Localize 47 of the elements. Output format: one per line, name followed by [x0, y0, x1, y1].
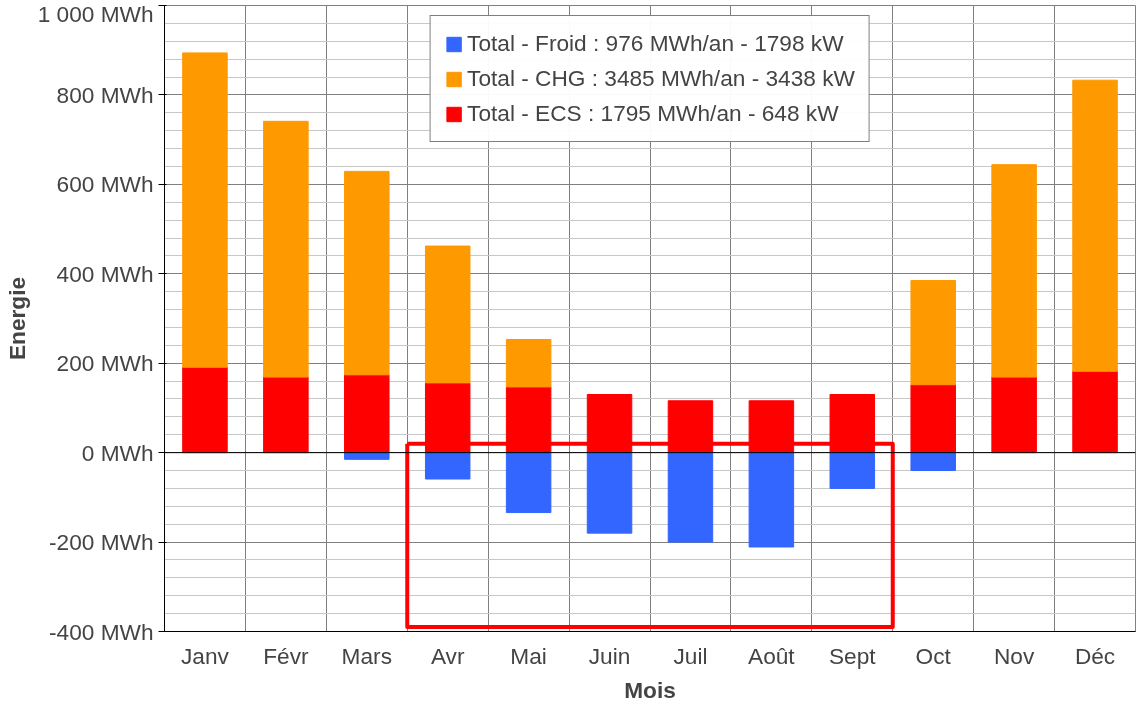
bar — [182, 52, 228, 368]
bar — [344, 170, 390, 376]
bar — [748, 452, 795, 548]
legend-label: Total - CHG : 3485 MWh/an - 3438 kW — [467, 65, 855, 92]
bar — [263, 376, 309, 454]
bar — [910, 452, 956, 472]
bar — [344, 452, 390, 460]
bar — [424, 452, 471, 480]
bar — [829, 452, 876, 489]
x-axis-title: Mois — [624, 676, 676, 703]
y-axis-title: Energie — [3, 276, 30, 361]
legend-label: Total - ECS : 1795 MWh/an - 648 kW — [467, 100, 839, 127]
x-tick-label: Avr — [430, 642, 465, 669]
bar — [991, 376, 1037, 454]
legend-label: Total - Froid : 976 MWh/an - 1798 kW — [467, 30, 844, 57]
bar — [991, 164, 1037, 378]
x-tick-label: Sept — [828, 642, 877, 669]
x-tick-label: Mars — [341, 642, 392, 669]
x-tick-label: Janv — [181, 642, 230, 669]
y-tick-label: 0 MWh — [81, 439, 154, 466]
bar — [263, 120, 309, 378]
y-tick-label: 600 MWh — [56, 171, 154, 198]
x-tick-label: Déc — [1074, 642, 1116, 669]
bar — [586, 452, 633, 534]
y-tick-label: -400 MWh — [49, 618, 154, 645]
bar — [1072, 370, 1118, 454]
x-tick-label: Oct — [915, 642, 952, 669]
x-tick-label: Févr — [263, 642, 309, 669]
x-tick-label: Juil — [673, 642, 708, 669]
bar — [505, 339, 552, 388]
bar — [910, 279, 956, 386]
bar — [344, 374, 390, 454]
x-tick-label: Mai — [510, 642, 547, 669]
bar — [1072, 79, 1118, 372]
bar — [910, 384, 956, 454]
y-tick-label: 400 MWh — [56, 260, 154, 287]
x-tick-label: Nov — [993, 642, 1035, 669]
bar — [505, 452, 552, 514]
bar — [182, 366, 228, 454]
x-tick-label: Juin — [588, 642, 631, 669]
bar — [424, 245, 471, 384]
y-tick-label: 200 MWh — [56, 350, 154, 377]
y-tick-label: 1 000 MWh — [37, 0, 154, 27]
bar — [667, 452, 714, 543]
y-tick-label: 800 MWh — [56, 81, 154, 108]
y-tick-label: -200 MWh — [49, 529, 154, 556]
x-tick-label: Août — [748, 642, 796, 669]
